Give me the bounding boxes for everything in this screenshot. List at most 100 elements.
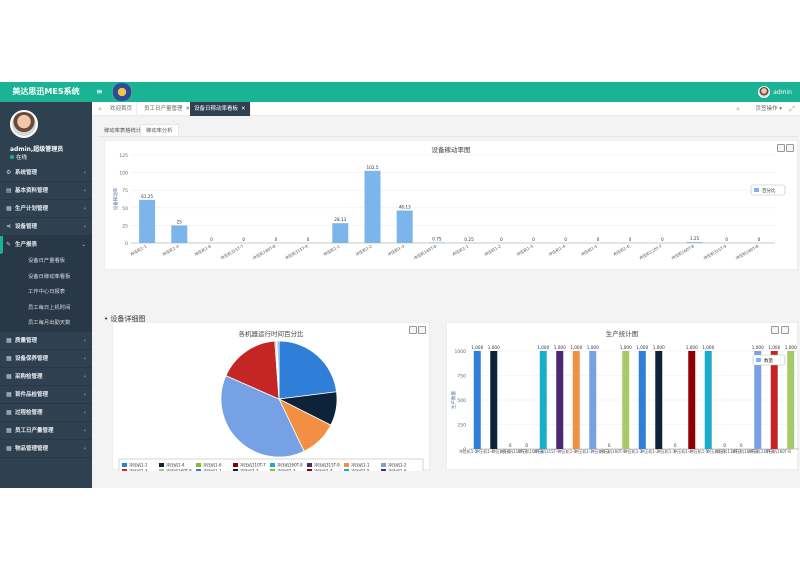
top-navbar: 美达思迅MES系统 ≡ admin bbox=[0, 82, 800, 102]
user-status: 在线 bbox=[10, 153, 27, 161]
legend-swatch bbox=[122, 463, 127, 467]
sidebar-item-11[interactable]: ▦ 物品管理管理 ‹ bbox=[0, 440, 92, 458]
user-name: admin,超级管理员 bbox=[10, 146, 64, 153]
page-ops-label: 页签操作 bbox=[755, 106, 778, 112]
chevron-left-icon: ‹ bbox=[83, 355, 86, 362]
legend-label: 冲压机1-2 bbox=[240, 468, 259, 471]
sidebar-subitem[interactable]: 设备日稼动率看板 bbox=[0, 269, 92, 286]
sidebar-subitem[interactable]: 设备日产量看板 bbox=[0, 254, 92, 270]
tab-label: 设备日稼动率看板 bbox=[194, 106, 239, 112]
legend-label: 冲压机1-1 bbox=[351, 462, 370, 468]
sidebar-item-label: 生产报表 bbox=[15, 242, 38, 248]
bar bbox=[704, 351, 712, 449]
tab-2[interactable]: 设备日稼动率看板 ✕ bbox=[190, 102, 251, 116]
x-tick-label: 冲压机110T-7 bbox=[638, 242, 664, 260]
sidebar-item-7[interactable]: ▦ 采购检管理 ‹ bbox=[0, 368, 92, 386]
data-label: 0 bbox=[758, 237, 761, 242]
tab-0[interactable]: 欢迎首页 bbox=[106, 102, 138, 116]
legend-label: 冲压机1-3 bbox=[129, 468, 148, 471]
chevron-left-icon: ‹ bbox=[83, 337, 86, 344]
x-tick-label: 冲压机160T-8 bbox=[732, 448, 758, 454]
legend-box bbox=[752, 354, 786, 366]
bar bbox=[688, 351, 696, 449]
share-icon: ⋖ bbox=[6, 223, 12, 230]
sidebar-item-6[interactable]: ▦ 设备保养管理 ‹ bbox=[0, 350, 92, 368]
close-icon[interactable]: ✕ bbox=[185, 106, 191, 112]
data-label: 0 bbox=[740, 443, 743, 448]
data-label: 1,000 bbox=[768, 345, 780, 350]
subtab-table[interactable]: 稼动率表格统计 bbox=[104, 128, 142, 134]
x-tick-label: 冲压机1-2 bbox=[483, 242, 502, 257]
tab-1[interactable]: 员工日产量管理 ✕ bbox=[140, 102, 196, 116]
sidebar-item-9[interactable]: ▦ 过程检管理 ‹ bbox=[0, 404, 92, 422]
data-label: 0 bbox=[275, 237, 278, 242]
y-tick-label: 100 bbox=[119, 171, 128, 177]
sidebar-item-1[interactable]: ▤ 基本资料管理 ‹ bbox=[0, 182, 92, 200]
user-menu[interactable]: admin bbox=[758, 85, 792, 99]
x-tick-label: 冲压机160T-8 bbox=[670, 242, 696, 260]
sidebar-subitem[interactable]: 员工每月出勤天数 bbox=[0, 316, 92, 332]
close-icon[interactable]: ✕ bbox=[241, 106, 246, 112]
chevron-left-icon: ‹ bbox=[83, 170, 86, 176]
menu-toggle-icon[interactable]: ≡ bbox=[96, 87, 103, 96]
sidebar-subitem[interactable]: 工作中心日报表 bbox=[0, 285, 92, 301]
sidebar-item-label: 系统管理 bbox=[15, 170, 38, 176]
subtab-analysis[interactable]: 稼动率分析 bbox=[140, 124, 179, 136]
x-tick-label: 冲压机160T-8 bbox=[518, 448, 544, 454]
legend-label: 冲压机160T-8 bbox=[166, 468, 192, 471]
download-icon[interactable] bbox=[781, 326, 789, 334]
download-icon[interactable] bbox=[786, 144, 794, 152]
y-tick-label: 50 bbox=[122, 206, 128, 212]
legend-swatch bbox=[122, 469, 127, 473]
sidebar-item-label: 过程检管理 bbox=[15, 409, 43, 416]
pie-slice bbox=[278, 340, 337, 400]
app-window: 美达思迅MES系统 ≡ admin admin,超级管理员 在线 ⚙ 系统管理 ‹ ▤… bbox=[0, 82, 800, 488]
sidebar-item-label: 基本资料管理 bbox=[15, 188, 49, 194]
sidebar-item-label: 设备管理 bbox=[15, 224, 38, 230]
legend-label: 冲压机315T-9 bbox=[314, 462, 340, 468]
x-tick-label: 冲压机1-2 bbox=[640, 448, 659, 454]
sidebar-subitem[interactable]: 员工每日上机时间 bbox=[0, 300, 92, 317]
page-ops-button[interactable]: 页签操作 ▾ bbox=[755, 106, 782, 112]
sidebar-item-0[interactable]: ⚙ 系统管理 ‹ bbox=[0, 164, 92, 182]
sidebar-item-2[interactable]: ▦ 生产计划管理 ‹ bbox=[0, 200, 92, 218]
data-label: 46.13 bbox=[399, 205, 411, 210]
data-label: 0 bbox=[525, 443, 528, 448]
legend-swatch bbox=[307, 469, 312, 473]
status-text: 在线 bbox=[16, 155, 28, 161]
legend-label: 冲压机110T-7 bbox=[240, 462, 266, 468]
bar bbox=[473, 351, 481, 449]
sidebar-item-10[interactable]: ▦ 员工日产量管理 ‹ bbox=[0, 422, 92, 440]
x-tick-label: 冲压机160T-8 bbox=[412, 242, 438, 260]
x-tick-label: 冲压机1-5 bbox=[690, 448, 709, 454]
data-label: 0 bbox=[674, 443, 677, 448]
download-icon[interactable] bbox=[418, 326, 426, 334]
bar bbox=[539, 351, 547, 449]
y-tick-label: 500 bbox=[457, 398, 466, 404]
scroll-right-icon[interactable]: » bbox=[735, 105, 741, 113]
list-icon: ▦ bbox=[6, 408, 12, 416]
print-icon[interactable] bbox=[771, 326, 779, 334]
print-icon[interactable] bbox=[777, 144, 785, 152]
bar bbox=[638, 351, 646, 449]
legend-swatch bbox=[196, 463, 201, 467]
fullscreen-icon[interactable]: ⤢ bbox=[789, 105, 795, 113]
data-label: 1,000 bbox=[537, 345, 549, 350]
data-label: 0 bbox=[532, 237, 535, 242]
sidebar-item-4[interactable]: ✎ 生产报表 ⌄ bbox=[0, 236, 92, 254]
legend-swatch bbox=[233, 463, 238, 467]
sidebar-item-8[interactable]: ▦ 首件品检管理 ‹ bbox=[0, 386, 92, 404]
legend-swatch bbox=[344, 469, 349, 473]
print-icon[interactable] bbox=[409, 326, 417, 334]
y-tick-label: 75 bbox=[122, 188, 128, 194]
bar bbox=[589, 351, 597, 449]
scroll-left-icon[interactable]: « bbox=[97, 105, 103, 113]
utilization-chart-panel: 设备稼动率图 0 25 50 75 100 125 设备稼动率 61.25 冲压机1-1 25 冲压… bbox=[104, 140, 798, 270]
sidebar-item-3[interactable]: ⋖ 设备管理 ‹ bbox=[0, 218, 92, 236]
data-label: 0 bbox=[725, 237, 728, 242]
sidebar-nav: ⚙ 系统管理 ‹ ▤ 基本资料管理 ‹ ▦ 生产计划管理 ‹ ⋖ 设备管理 ‹ ✎ 生产报表 ⌄ 设备日产量看… bbox=[0, 164, 92, 458]
legend-label: 冲压机1-5 bbox=[351, 468, 370, 471]
x-tick-label: 冲压机1-1 bbox=[624, 448, 643, 454]
legend-label: 冲压机1-1 bbox=[203, 468, 222, 471]
sidebar-item-5[interactable]: ▦ 质量管理 ‹ bbox=[0, 332, 92, 350]
